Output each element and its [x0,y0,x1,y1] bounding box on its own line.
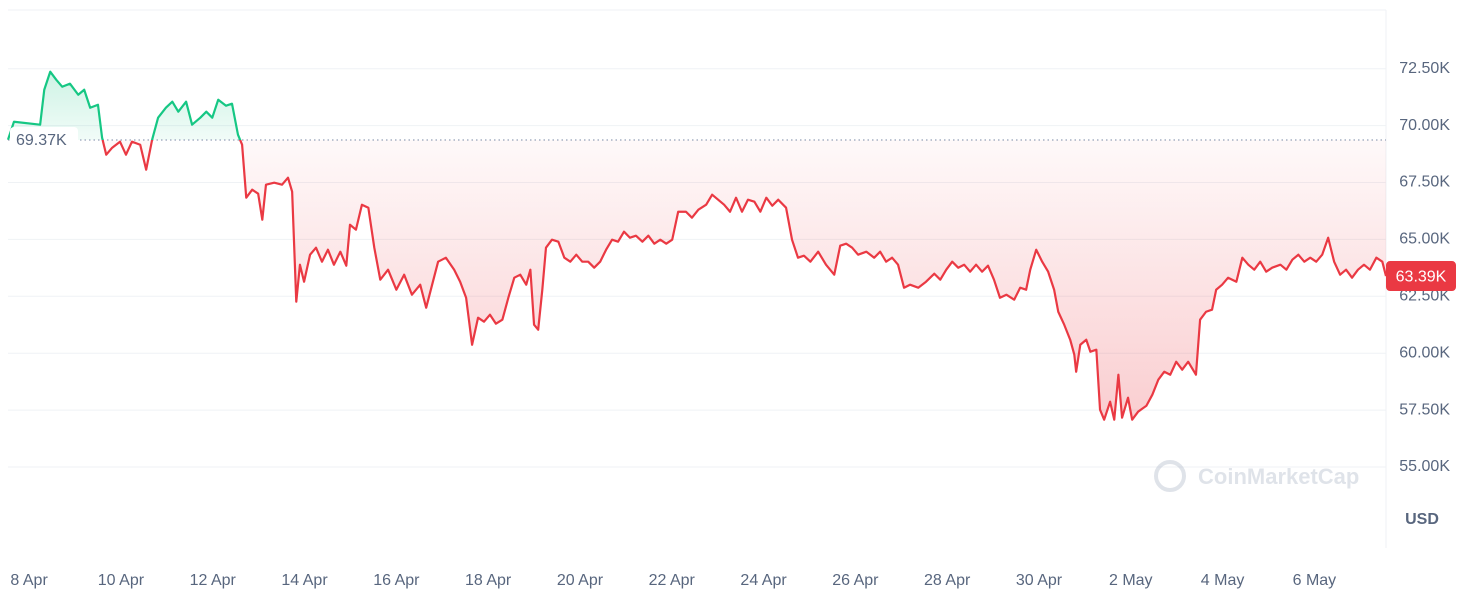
current-price-label: 63.39K [1396,268,1447,285]
reference-label-bg [10,126,78,151]
x-tick-label: 8 Apr [10,572,48,589]
reference-label: 69.37K [16,132,67,149]
x-tick-label: 30 Apr [1016,572,1063,589]
x-tick-label: 26 Apr [832,572,879,589]
y-tick-label: 62.50K [1399,288,1450,305]
watermark-text: CoinMarketCap [1198,464,1359,489]
y-tick-label: 65.00K [1399,231,1450,248]
x-tick-label: 16 Apr [373,572,420,589]
x-tick-label: 18 Apr [465,572,512,589]
x-tick-label: 24 Apr [740,572,787,589]
x-tick-label: 20 Apr [557,572,604,589]
x-tick-label: 6 May [1293,572,1337,589]
current-price-tag [1386,261,1456,292]
y-tick-label: 57.50K [1399,401,1450,418]
x-tick-label: 10 Apr [98,572,145,589]
price-line [6,70,1388,421]
x-tick-label: 12 Apr [190,572,237,589]
watermark: CoinMarketCap [1154,460,1359,492]
y-tick-label: 70.00K [1399,117,1450,134]
x-tick-label: 28 Apr [924,572,971,589]
x-tick-label: 2 May [1109,572,1153,589]
area-fill [8,71,1386,420]
x-tick-label: 14 Apr [281,572,328,589]
x-tick-label: 22 Apr [649,572,696,589]
y-tick-label: 55.00K [1399,458,1450,475]
x-tick-label: 4 May [1201,572,1245,589]
watermark-logo [1154,460,1186,492]
y-tick-label: 67.50K [1399,174,1450,191]
y-tick-label: 72.50K [1399,60,1450,77]
unit-label: USD [1405,511,1439,528]
y-tick-label: 60.00K [1399,344,1450,361]
